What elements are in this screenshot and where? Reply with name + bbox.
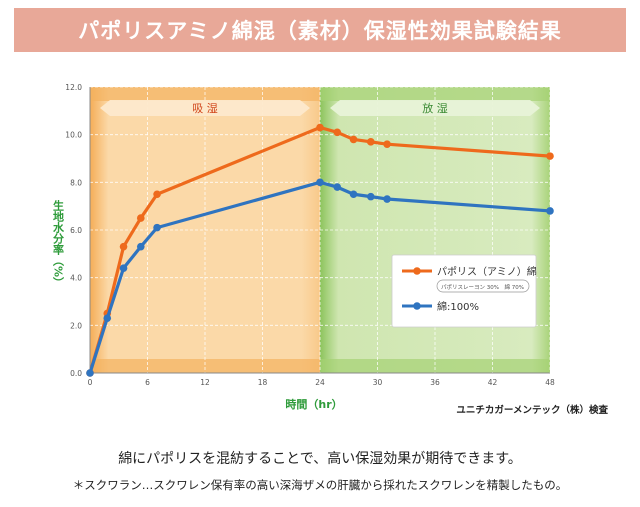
cotton-series-point [333,183,342,191]
legend-box [391,254,537,328]
release-zone-arrow [330,100,540,116]
papolis-series-point [153,190,161,199]
papolis-series-legend-note-box [436,279,530,293]
absorb-zone-arrow [100,100,310,116]
x-tick-label: 12 [200,378,210,387]
papolis-series-point [333,128,342,137]
cotton-series-point [546,207,554,215]
footnote: ＊スクワラン…スクワレン保有率の高い深海ザメの肝臓から採れたスクワレンを精製した… [72,478,568,492]
cotton-series-point [349,190,358,199]
cotton-series-point [103,314,112,322]
papolis-series-legend-label: パポリス（アミノ）綿 [437,265,537,278]
papolis-series-point [349,135,358,144]
y-tick-label: 8.0 [70,178,82,187]
cotton-series-point [119,264,128,272]
x-tick-label: 24 [315,378,325,387]
y-axis-label: 生地水分率（%） [52,199,66,288]
papolis-series-point [136,214,145,222]
y-tick-label: 4.0 [70,274,82,283]
y-tick-label: 10.0 [65,131,82,140]
title-banner: パポリスアミノ綿混（素材）保湿性効果試験結果 [14,8,626,52]
page-title: パポリスアミノ綿混（素材）保湿性効果試験結果 [78,19,562,43]
x-tick-label: 48 [545,378,555,387]
x-tick-label: 36 [430,378,440,387]
absorb-zone-bottom-band [90,359,320,373]
cotton-series-point [86,369,94,377]
cotton-series-point [136,242,145,251]
papolis-series-legend-marker [413,267,421,275]
cotton-series-legend-marker [413,302,421,310]
x-axis-label: 時間（hr） [285,397,342,410]
x-tick-label: 30 [373,378,383,387]
absorb-zone-label: 吸 湿 [192,102,218,115]
y-tick-label: 12.0 [65,83,82,92]
x-tick-label: 42 [488,378,498,387]
papolis-series-legend-note: パポリスレーヨン 30% 綿 70% [441,283,524,291]
x-tick-label: 0 [88,378,93,387]
cotton-series-point [366,192,375,201]
moisture-chart: 0.0 2.0 4.0 6.0 8.0 10.0 12.0 0 6 12 18 24 30 36 42 48 時… [52,83,555,410]
papolis-series-point [366,138,375,146]
y-tick-label: 6.0 [70,226,82,235]
x-tick-label: 18 [258,378,268,387]
test-credit: ユニチカガーメンテック（株）検査 [456,405,608,416]
cotton-series-legend-label: 綿:100% [437,300,479,313]
cotton-series-point [383,195,391,203]
cotton-series-point [316,178,324,187]
release-zone-label: 放 湿 [422,101,448,115]
y-tick-label: 2.0 [70,321,82,330]
caption: 綿にパポリスを混紡することで、高い保湿効果が期待できます。 [118,451,522,467]
papolis-series-point [383,140,391,148]
papolis-series-point [119,242,128,251]
papolis-series-point [546,152,554,160]
release-zone-bottom-band [320,359,550,373]
papolis-series-point [316,123,324,132]
y-tick-label: 0.0 [70,369,82,378]
cotton-series-point [153,223,161,232]
x-tick-label: 6 [145,378,150,387]
